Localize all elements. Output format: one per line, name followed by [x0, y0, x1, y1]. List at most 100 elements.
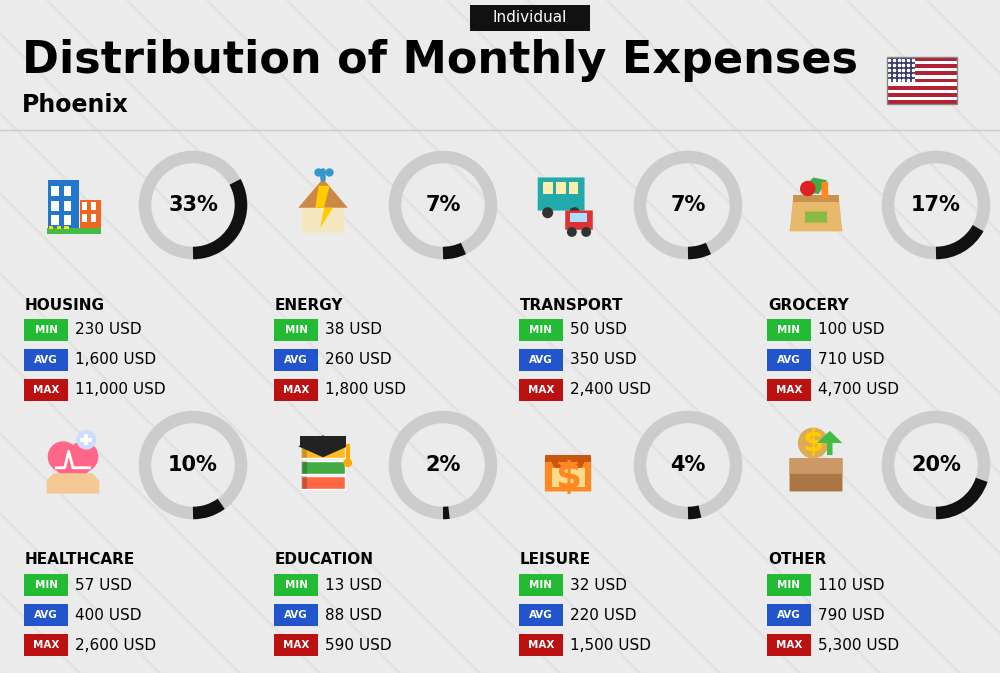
Circle shape [68, 441, 98, 472]
FancyBboxPatch shape [301, 476, 306, 489]
FancyBboxPatch shape [91, 214, 96, 222]
Text: MAX: MAX [283, 385, 309, 395]
FancyBboxPatch shape [519, 604, 563, 626]
Text: 230 USD: 230 USD [75, 322, 142, 337]
FancyBboxPatch shape [570, 213, 587, 221]
Circle shape [798, 427, 829, 458]
Text: 1,600 USD: 1,600 USD [75, 353, 156, 367]
FancyBboxPatch shape [887, 97, 957, 101]
Polygon shape [47, 473, 99, 493]
FancyBboxPatch shape [51, 186, 59, 196]
FancyBboxPatch shape [793, 195, 839, 202]
Text: AVG: AVG [529, 355, 553, 365]
FancyBboxPatch shape [887, 64, 957, 69]
Text: 400 USD: 400 USD [75, 608, 142, 623]
Text: MIN: MIN [778, 580, 800, 590]
Text: 5,300 USD: 5,300 USD [818, 637, 899, 653]
Text: AVG: AVG [777, 355, 801, 365]
FancyBboxPatch shape [64, 215, 71, 225]
Text: AVG: AVG [777, 610, 801, 620]
Circle shape [48, 441, 78, 472]
Text: MIN: MIN [34, 325, 58, 335]
Text: MIN: MIN [530, 325, 552, 335]
FancyBboxPatch shape [49, 226, 53, 229]
Text: MAX: MAX [528, 640, 554, 650]
Text: $: $ [803, 429, 824, 458]
FancyBboxPatch shape [767, 634, 811, 656]
FancyBboxPatch shape [81, 438, 91, 441]
FancyBboxPatch shape [47, 228, 100, 234]
FancyBboxPatch shape [519, 379, 563, 401]
Polygon shape [790, 199, 842, 232]
FancyBboxPatch shape [301, 476, 345, 489]
Text: Distribution of Monthly Expenses: Distribution of Monthly Expenses [22, 38, 858, 81]
FancyBboxPatch shape [887, 93, 957, 98]
FancyBboxPatch shape [887, 61, 957, 65]
FancyBboxPatch shape [274, 319, 318, 341]
Text: 220 USD: 220 USD [570, 608, 637, 623]
Text: 7%: 7% [670, 195, 706, 215]
Circle shape [569, 207, 580, 218]
FancyBboxPatch shape [51, 201, 59, 211]
Text: 50 USD: 50 USD [570, 322, 627, 337]
FancyBboxPatch shape [519, 574, 563, 596]
FancyBboxPatch shape [543, 182, 553, 194]
Polygon shape [49, 462, 97, 488]
Text: AVG: AVG [284, 610, 308, 620]
FancyBboxPatch shape [767, 604, 811, 626]
FancyBboxPatch shape [545, 460, 591, 491]
FancyBboxPatch shape [24, 319, 68, 341]
Text: AVG: AVG [284, 355, 308, 365]
Text: MAX: MAX [776, 385, 802, 395]
Text: 38 USD: 38 USD [325, 322, 382, 337]
FancyBboxPatch shape [887, 75, 957, 79]
Text: 2,600 USD: 2,600 USD [75, 637, 156, 653]
FancyBboxPatch shape [51, 215, 59, 225]
Text: MIN: MIN [285, 580, 308, 590]
FancyBboxPatch shape [274, 604, 318, 626]
Circle shape [581, 227, 591, 237]
Text: 13 USD: 13 USD [325, 577, 382, 592]
Circle shape [343, 458, 352, 467]
FancyBboxPatch shape [24, 634, 68, 656]
FancyBboxPatch shape [82, 203, 87, 210]
Text: 88 USD: 88 USD [325, 608, 382, 623]
Text: Phoenix: Phoenix [22, 93, 129, 117]
Circle shape [567, 227, 577, 237]
Polygon shape [817, 431, 842, 455]
FancyBboxPatch shape [805, 211, 827, 223]
FancyBboxPatch shape [274, 379, 318, 401]
Text: 350 USD: 350 USD [570, 353, 637, 367]
Text: 57 USD: 57 USD [75, 577, 132, 592]
Text: Individual: Individual [493, 11, 567, 26]
FancyBboxPatch shape [274, 634, 318, 656]
Text: 1,500 USD: 1,500 USD [570, 637, 651, 653]
Text: 2,400 USD: 2,400 USD [570, 382, 651, 398]
Text: 1,800 USD: 1,800 USD [325, 382, 406, 398]
FancyBboxPatch shape [767, 379, 811, 401]
Text: 4,700 USD: 4,700 USD [818, 382, 899, 398]
FancyBboxPatch shape [887, 71, 957, 75]
Text: HOUSING: HOUSING [25, 297, 105, 312]
FancyBboxPatch shape [300, 436, 346, 446]
Text: MIN: MIN [778, 325, 800, 335]
FancyBboxPatch shape [790, 458, 842, 491]
FancyBboxPatch shape [301, 460, 345, 474]
Text: 10%: 10% [168, 455, 218, 475]
FancyBboxPatch shape [821, 182, 828, 199]
Text: AVG: AVG [34, 355, 58, 365]
Polygon shape [298, 435, 348, 457]
Text: 17%: 17% [911, 195, 961, 215]
FancyBboxPatch shape [64, 201, 71, 211]
Text: 100 USD: 100 USD [818, 322, 885, 337]
Text: MAX: MAX [33, 385, 59, 395]
Text: 7%: 7% [425, 195, 461, 215]
Text: 11,000 USD: 11,000 USD [75, 382, 166, 398]
FancyBboxPatch shape [887, 86, 957, 90]
FancyBboxPatch shape [302, 208, 344, 232]
FancyBboxPatch shape [767, 574, 811, 596]
FancyBboxPatch shape [538, 178, 585, 211]
FancyBboxPatch shape [545, 455, 591, 462]
FancyBboxPatch shape [301, 446, 306, 458]
Text: MIN: MIN [285, 325, 308, 335]
